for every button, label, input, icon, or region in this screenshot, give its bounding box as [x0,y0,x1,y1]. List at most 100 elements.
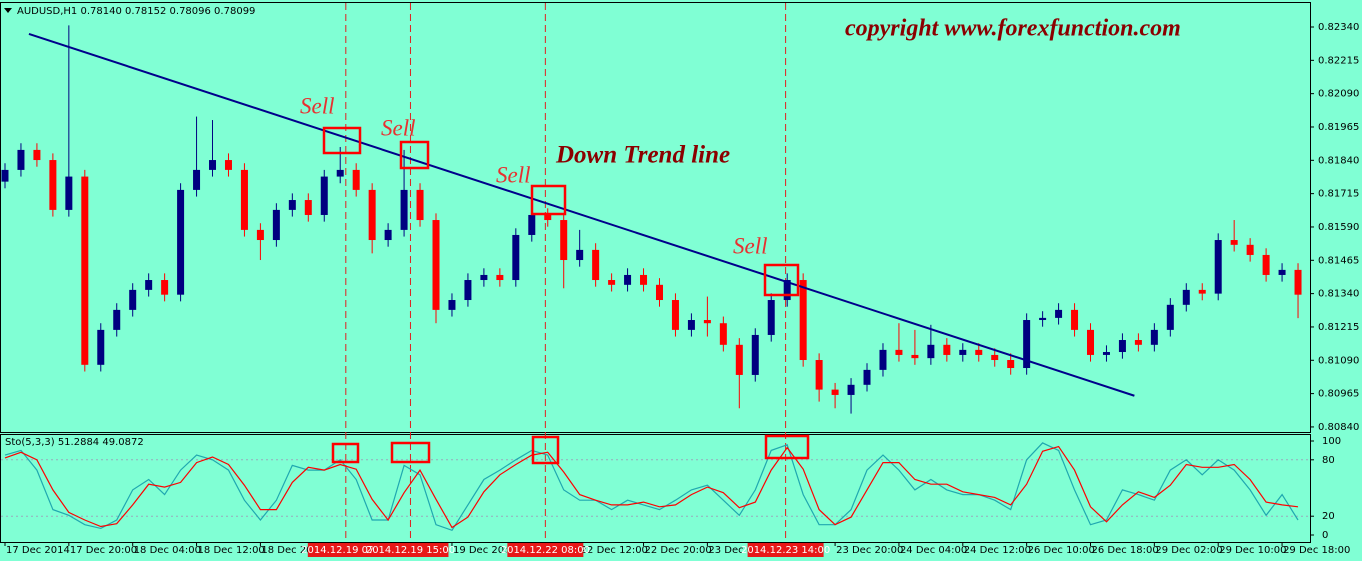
marker-label: 2014.12.19 07:00 [301,545,390,556]
candle-body [767,300,775,335]
marker-label: 2014.12.23 14:00 [741,545,830,556]
candle-body [783,280,791,301]
candle-body [1102,352,1110,355]
candle-body [1214,240,1222,294]
x-tick-label: 29 Dec 02:00 [1155,545,1222,556]
candle-body [368,189,376,241]
candle-body [847,384,855,395]
candle-body [1262,254,1270,275]
x-tick-label: 17 Dec 2014 [6,545,70,556]
candle-body [655,284,663,301]
marker-label-bg [307,543,384,557]
candle-body [528,214,536,235]
candle-body [560,220,568,261]
candle-body [512,234,520,281]
indicator-header: Sto(5,3,3) 51.2884 49.0872 [5,437,144,448]
stochastic-line [4,442,1299,532]
candle-body [927,344,935,359]
candle-body [719,323,727,345]
x-tick-label: 26 Dec 18:00 [1092,545,1159,556]
y-tick-label: 0.80840 [1318,422,1359,433]
candle-body [735,344,743,375]
main-panel [0,2,1311,433]
candle-body [799,280,807,361]
candle-body [272,209,280,241]
x-tick-label: 29 Dec 18:00 [1283,545,1350,556]
candle-body [1087,329,1095,355]
watermark: copyright www.forexfunction.com [845,16,1181,42]
candle-body [1198,289,1206,294]
sell-box [399,140,430,170]
x-tick-label: 18 Dec 20:00 [261,545,328,556]
sell-box [763,263,800,297]
stochastic-line [4,445,1299,529]
y-tick-label: 0.80965 [1318,389,1359,400]
sell-box [530,184,567,216]
candle-body [1071,309,1079,330]
candle-body [384,229,392,241]
stoch-box [331,442,360,464]
candle-body [943,344,951,355]
candle-body [209,160,217,170]
marker-label-bg [747,543,824,557]
x-tick-label: 23 Dec 20:00 [836,545,903,556]
x-tick-label: 24 Dec 04:00 [900,545,967,556]
y-tick-label: 0.81465 [1318,255,1359,266]
candle-body [49,160,57,210]
candle-body [687,320,695,330]
candle-body [1134,340,1142,345]
candle-body [1294,269,1302,295]
candle-body [81,176,89,365]
candle-body [608,280,616,285]
candle-body [975,349,983,355]
sell-label: Sell [381,115,416,140]
candle-body [1023,320,1031,369]
sell-label: Sell [733,233,768,258]
candle-body [129,289,137,310]
candle-body [480,274,488,281]
sell-label: Sell [496,162,531,187]
candle-body [288,200,296,210]
candle-body [911,354,919,359]
y-tick-label: 0.82340 [1318,22,1359,33]
candle-body [1246,244,1254,255]
marker-label: 2014.12.22 08:00 [501,545,590,556]
candle-body [640,274,648,285]
x-tick-label: 17 Dec 20:00 [70,545,137,556]
candle-body [1039,317,1047,321]
x-tick-label: 29 Dec 10:00 [1219,545,1286,556]
candle-body [1055,309,1063,318]
candle-body [624,274,632,285]
candle-body [671,300,679,330]
stoch-box [764,434,810,460]
marker-label-bg [507,543,584,557]
marker-label-bg [372,543,449,557]
x-tick-label: 22 Dec 12:00 [581,545,648,556]
candle-body [145,280,153,290]
stoch-box [390,441,431,464]
x-tick-label: 18 Dec 04:00 [134,545,201,556]
y-tick-label: 100 [1322,436,1341,447]
x-tick-label: 22 Dec 20:00 [645,545,712,556]
stochastic-panel [0,434,1311,543]
candle-body [863,369,871,385]
sell-box [322,126,362,155]
candle-body [113,309,121,330]
marker-label: 2014.12.19 15:00 [366,545,455,556]
highlight-boxes [322,126,810,465]
candle-body [320,176,328,215]
x-tick-label: 18 Dec 12:00 [198,545,265,556]
candle-body [496,274,504,281]
candle-body [751,334,759,375]
candle-body [161,280,169,295]
x-tick-label: 23 Dec 04:00 [708,545,775,556]
candle-body [1,169,9,182]
candle-body [1150,329,1158,345]
candle-body [1182,289,1190,305]
candle-body [224,160,232,170]
trend-line [28,32,1135,397]
candle-body [592,249,600,281]
candle-body [336,169,344,177]
